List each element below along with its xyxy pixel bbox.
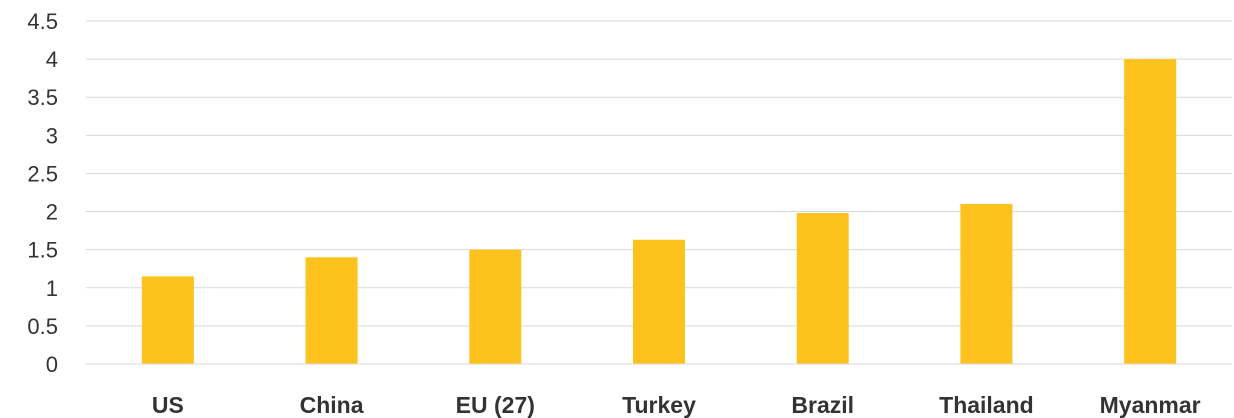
x-category-label: Turkey [622, 392, 696, 418]
y-tick-label: 4 [46, 47, 58, 72]
y-tick-label: 1 [46, 276, 58, 301]
bar-brazil [796, 213, 849, 364]
bar-thailand [960, 203, 1013, 364]
bar-myanmar [1124, 59, 1177, 364]
y-tick-label: 0 [46, 352, 58, 377]
gridlines [86, 20, 1232, 327]
x-category-label: Brazil [791, 392, 854, 418]
bars [141, 59, 1177, 364]
x-category-label: EU (27) [456, 392, 535, 418]
y-tick-label: 0.5 [27, 314, 58, 339]
bar-turkey [633, 239, 685, 364]
x-category-label: Thailand [939, 392, 1034, 418]
y-tick-label: 2 [46, 200, 58, 225]
y-tick-label: 2.5 [27, 161, 58, 186]
y-tick-label: 1.5 [27, 238, 58, 263]
bar-us [141, 276, 194, 364]
y-tick-label: 4.5 [27, 9, 58, 34]
y-tick-label: 3.5 [27, 85, 58, 110]
bar-eu-27 [469, 249, 522, 364]
x-category-label: Myanmar [1100, 392, 1201, 418]
x-category-label: China [300, 392, 364, 418]
y-tick-label: 3 [46, 123, 58, 148]
bar-china [305, 257, 358, 364]
x-category-label: US [152, 392, 184, 418]
y-axis-tick-labels: 0 0.5 1 1.5 2 2.5 3 3.5 4 4.5 [27, 9, 58, 377]
x-axis-category-labels: US China EU (27) Turkey Brazil Thailand Myanma… [152, 392, 1201, 418]
